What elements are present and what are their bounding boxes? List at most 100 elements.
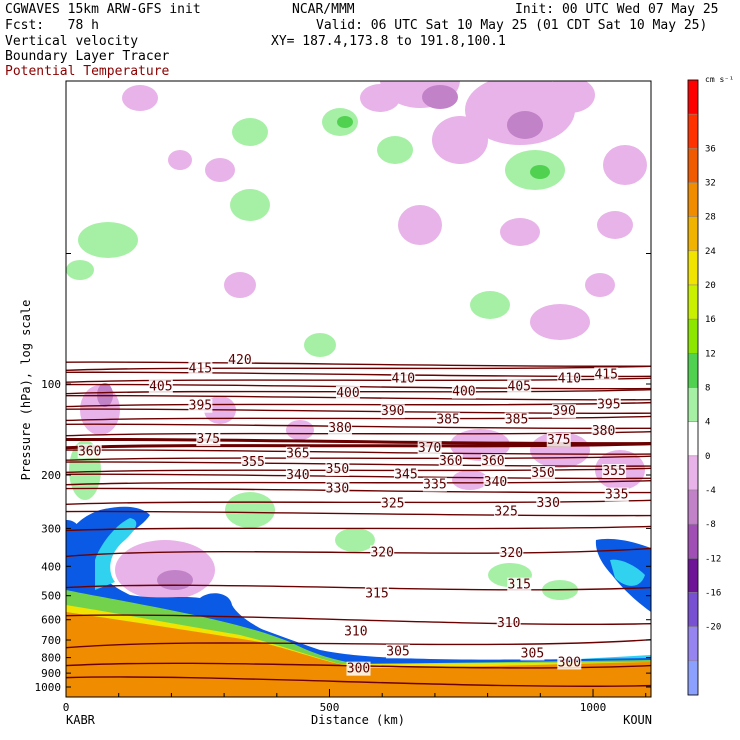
theta-contour-label: 340: [286, 468, 309, 483]
theta-label-bg: [436, 412, 461, 427]
theta-contour-label: 325: [494, 505, 517, 520]
theta-contour-label: 395: [189, 399, 212, 414]
theta-contour-line: [66, 449, 651, 455]
vertical-velocity-cell: [115, 540, 215, 600]
theta-label-bg: [188, 361, 213, 376]
theta-label-bg: [557, 655, 582, 670]
theta-contour-label: 305: [521, 646, 544, 661]
theta-contour-line: [66, 467, 651, 474]
theta-label-bg: [285, 446, 310, 461]
colorbar-swatch: [687, 558, 699, 593]
theta-contour-line: [66, 479, 651, 486]
theta-contour-label: 390: [381, 404, 404, 419]
theta-label-bg: [557, 371, 582, 386]
x-tick-label: 1000: [580, 701, 607, 714]
organization-label: NCAR/MMM: [292, 2, 355, 17]
theta-label-bg: [148, 379, 173, 394]
theta-contour-label: 410: [392, 371, 415, 386]
theta-label-bg: [494, 504, 519, 519]
colorbar-swatch: [687, 250, 699, 286]
theta-contour-labels: 420 415 415 410 410 405 405 400 400 395 395 390 390 3…: [77, 352, 629, 677]
theta-label-bg: [77, 444, 102, 459]
theta-contour-label: 400: [452, 385, 475, 400]
vertical-velocity-cell: [470, 291, 510, 319]
theta-label-bg: [496, 615, 521, 630]
colorbar-swatch: [687, 79, 699, 115]
cross-section-endpoints: XY= 187.4,173.8 to 191.8,100.1: [271, 34, 506, 49]
theta-contour-label: 300: [347, 662, 370, 677]
vertical-velocity-cell: [530, 304, 590, 340]
theta-label-bg: [438, 454, 463, 469]
init-time: Init: 00 UTC Wed 07 May 25: [515, 2, 719, 17]
vertical-velocity-cell: [377, 136, 413, 164]
vertical-velocity-shading: [66, 81, 647, 618]
theta-label-bg: [451, 384, 476, 399]
theta-label-bg: [393, 467, 418, 482]
theta-contour-label: 350: [531, 466, 554, 481]
colorbar-units: cm s⁻¹: [705, 75, 734, 84]
y-tick-label: 500: [41, 590, 61, 603]
vertical-velocity-cell: [500, 218, 540, 246]
theta-contour-line: [66, 473, 651, 480]
theta-contour-label: 415: [594, 367, 617, 382]
vertical-velocity-cell: [122, 85, 158, 111]
theta-contour-label: 370: [418, 441, 441, 456]
theta-label-bg: [285, 468, 310, 482]
theta-label-bg: [504, 412, 529, 427]
theta-label-bg: [499, 546, 524, 561]
theta-label-bg: [507, 577, 532, 592]
theta-contour-line: [66, 584, 651, 591]
vertical-velocity-cell: [168, 150, 192, 170]
theta-label-bg: [370, 545, 395, 560]
theta-label-bg: [328, 421, 353, 436]
colorbar-label: 16: [705, 315, 716, 325]
theta-contour-line: [66, 510, 651, 517]
theta-label-bg: [241, 454, 266, 469]
plot-frame: [65, 80, 652, 698]
colorbar-swatch: [687, 455, 699, 491]
theta-contour-line: [66, 525, 651, 532]
theta-contour-line: [66, 361, 651, 367]
theta-label-bg: [227, 352, 252, 367]
theta-contour-label: 375: [197, 432, 220, 447]
vertical-velocity-cell: [230, 189, 270, 221]
x-axis-label: Distance (km): [311, 713, 405, 727]
theta-contour-line: [66, 401, 651, 408]
theta-contour-label: 400: [336, 386, 359, 401]
theta-contour-label: 330: [536, 496, 559, 511]
colorbar-swatch: [687, 148, 699, 183]
theta-contour-label: 335: [605, 488, 628, 503]
field-label-vertical-velocity: Vertical velocity: [5, 34, 139, 49]
colorbar-label: -8: [705, 520, 716, 530]
vertical-velocity-cell: [232, 118, 268, 146]
colorbar-label: -12: [705, 554, 721, 564]
vertical-velocity-cell: [422, 85, 458, 109]
y-axis-label: Pressure (hPa), log scale: [19, 300, 33, 481]
vertical-velocity-cell: [157, 570, 193, 590]
vertical-velocity-cell: [452, 470, 488, 490]
colorbar-label: -20: [705, 623, 721, 633]
vertical-velocity-cell: [530, 165, 550, 179]
theta-contour-label: 320: [370, 545, 393, 560]
colorbar-label: 36: [705, 144, 716, 154]
theta-contour-line: [66, 365, 651, 372]
theta-label-bg: [602, 464, 627, 479]
tracer-region: [95, 518, 137, 590]
colorbar-label: 8: [705, 384, 710, 394]
theta-contour-label: 355: [241, 455, 264, 470]
theta-label-bg: [591, 423, 616, 438]
theta-label-bg: [386, 644, 411, 659]
theta-contour-label: 315: [365, 587, 388, 602]
y-tick-label: 1000: [35, 681, 62, 694]
colorbar-swatch: [687, 626, 699, 662]
theta-label-bg: [594, 367, 619, 382]
colorbar-swatch: [687, 216, 699, 252]
theta-contour-label: 330: [326, 482, 349, 497]
forecast-hour: Fcst: 78 h: [5, 18, 99, 33]
theta-contour-line: [66, 639, 651, 649]
theta-label-bg: [325, 481, 350, 496]
theta-contour-label: 410: [558, 371, 581, 386]
theta-contour-label: 340: [484, 475, 507, 490]
theta-contour-label: 300: [558, 655, 581, 670]
theta-label-bg: [536, 495, 561, 510]
